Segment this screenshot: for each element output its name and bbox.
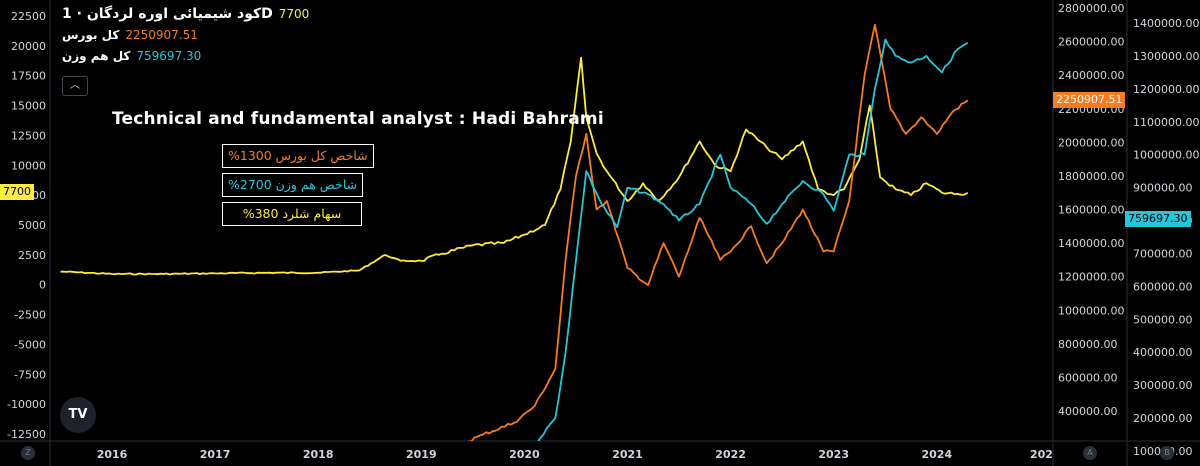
y-left-tick-label: -12500 (7, 428, 46, 441)
y-left-tick-label: 10000 (11, 159, 46, 172)
x-tick-label: 2019 (406, 448, 437, 461)
y-left-tick-label: -10000 (7, 398, 46, 411)
x-tick-label: 202 (1030, 448, 1053, 461)
y-mid-tick-label: 1000000.00 (1058, 304, 1124, 317)
y-mid-tick-label: 2600000.00 (1058, 36, 1124, 49)
series-equal-value: 759697.30 (136, 49, 202, 63)
y-right-tick-label: 1000000.00 (1133, 149, 1199, 162)
tradingview-logo[interactable]: TV (60, 397, 96, 433)
series-equal-label: کل هم وزن (62, 49, 131, 63)
y-right-tick-label: 500000.00 (1133, 313, 1193, 326)
y-left-tick-label: 5000 (18, 219, 46, 232)
x-tick-label: 2016 (97, 448, 128, 461)
y-left-tick-label: 15000 (11, 100, 46, 113)
legend-series-total[interactable]: کل بورس 2250907.51 (62, 25, 309, 46)
stock-price-tag: 7700 (0, 184, 34, 200)
y-right-tick-label: 300000.00 (1133, 379, 1193, 392)
y-mid-tick-label: 600000.00 (1058, 371, 1118, 384)
y-left-tick-label: 17500 (11, 70, 46, 83)
y-mid-tick-label: 2800000.00 (1058, 2, 1124, 15)
total-index-price-tag: 2250907.51 (1053, 92, 1126, 108)
x-tick-label: 2024 (921, 448, 952, 461)
y-mid-tick-label: 1800000.00 (1058, 170, 1124, 183)
legend-collapse-button[interactable]: ︿ (62, 76, 88, 96)
y-right-tick-label: 200000.00 (1133, 412, 1193, 425)
annotation-box-stock[interactable]: سهام شلرد 380% (222, 202, 362, 226)
y-right-tick-label: 400000.00 (1133, 346, 1193, 359)
y-axis-left[interactable]: 2250020000175001500012500100007500500025… (7, 10, 46, 441)
legend-title-row[interactable]: کود شیمیائی اوره لردگان · 1D 7700 (62, 4, 309, 25)
chart-legend: کود شیمیائی اوره لردگان · 1D 7700 کل بور… (62, 4, 309, 67)
y-left-tick-label: -5000 (14, 338, 46, 351)
x-tick-label: 2020 (509, 448, 540, 461)
annotation-box-total[interactable]: شاخص کل بورس 1300% (222, 144, 374, 168)
legend-series-equal[interactable]: کل هم وزن 759697.30 (62, 46, 309, 67)
y-left-tick-label: 12500 (11, 129, 46, 142)
y-right-tick-label: 900000.00 (1133, 182, 1193, 195)
scale-button-z[interactable]: Z (21, 446, 35, 460)
y-mid-tick-label: 1400000.00 (1058, 237, 1124, 250)
y-mid-tick-label: 400000.00 (1058, 405, 1118, 418)
symbol-title[interactable]: کود شیمیائی اوره لردگان · 1D (62, 6, 273, 22)
scale-button-a[interactable]: A (1083, 446, 1097, 460)
y-right-tick-label: 1300000.00 (1133, 50, 1199, 63)
y-right-tick-label: 1100000.00 (1133, 116, 1199, 129)
series-total-label: کل بورس (62, 28, 120, 42)
y-right-tick-label: 1200000.00 (1133, 83, 1199, 96)
analyst-headline: Technical and fundamental analyst : Hadi… (112, 109, 604, 129)
x-axis[interactable]: 2016 2017 2018 2019 2020 2021 2022 2023 2024 202 (97, 448, 1053, 461)
series-total-value: 2250907.51 (125, 28, 198, 42)
y-right-tick-label: 600000.00 (1133, 280, 1193, 293)
y-mid-tick-label: 2400000.00 (1058, 69, 1124, 82)
y-left-tick-label: 20000 (11, 40, 46, 53)
y-left-tick-label: 22500 (11, 10, 46, 23)
y-mid-tick-label: 2000000.00 (1058, 136, 1124, 149)
chevron-up-icon: ︿ (70, 80, 80, 91)
y-right-tick-label: 700000.00 (1133, 247, 1193, 260)
symbol-price: 7700 (278, 7, 310, 21)
annotation-box-equal[interactable]: شاخص هم وزن 2700% (222, 173, 364, 197)
x-tick-label: 2018 (303, 448, 334, 461)
y-left-tick-label: 2500 (18, 249, 46, 262)
x-tick-label: 2023 (818, 448, 849, 461)
x-tick-label: 2021 (612, 448, 643, 461)
series-line-1 (467, 23, 969, 441)
series-line-0 (60, 56, 969, 276)
y-mid-tick-label: 1600000.00 (1058, 204, 1124, 217)
y-mid-tick-label: 800000.00 (1058, 338, 1118, 351)
series-line-2 (537, 38, 969, 441)
x-tick-label: 2017 (200, 448, 231, 461)
y-left-tick-label: 0 (39, 279, 46, 292)
y-left-tick-label: -7500 (14, 368, 46, 381)
y-left-tick-label: -2500 (14, 309, 46, 322)
x-tick-label: 2022 (715, 448, 746, 461)
scale-button-b[interactable]: B (1160, 446, 1174, 460)
y-mid-tick-label: 1200000.00 (1058, 271, 1124, 284)
y-right-tick-label: 1400000.00 (1133, 17, 1199, 30)
equal-index-price-tag: 759697.30 (1125, 211, 1191, 227)
series-lines (60, 23, 969, 441)
